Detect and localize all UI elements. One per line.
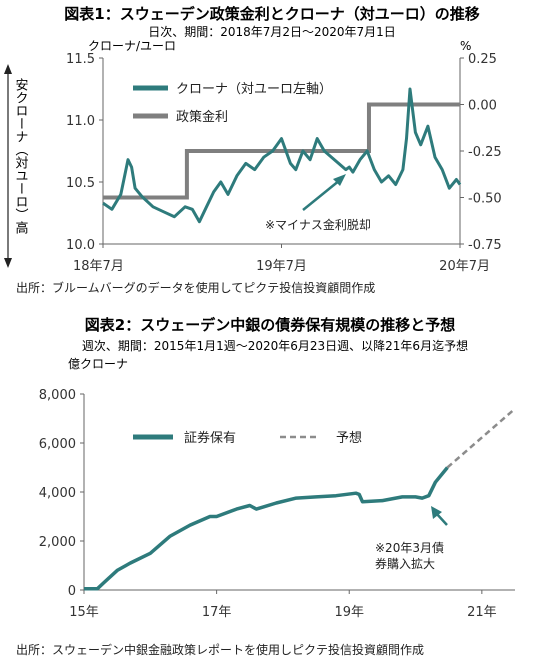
chart2-y-tick-label: 4,000 — [39, 486, 76, 501]
chart1-annotation: ※マイナス金利脱却 — [265, 174, 371, 232]
chart2-x-tick-label: 19年 — [334, 605, 364, 620]
arrow-down-icon — [4, 258, 12, 268]
chart2-x-tick-label: 21年 — [467, 605, 497, 620]
chart1-right-tick-label: 0.00 — [468, 99, 497, 114]
chart1-right-tick-label: -0.75 — [468, 238, 502, 253]
chart2-axes: 0 2,000 4,000 6,000 8,000 15年 17年 19年 21年 — [39, 388, 515, 620]
chart1-left-tick-label: 10.0 — [66, 238, 95, 253]
chart1-x-tick-label: 20年7月 — [439, 259, 490, 274]
chart1-left-tick-label: 11.0 — [66, 114, 95, 129]
chart2-plot — [84, 407, 516, 591]
series-holdings-line — [84, 466, 449, 591]
chart1-x-tick-label: 18年7月 — [73, 259, 124, 274]
chart1-right-tick-label: -0.50 — [468, 192, 502, 207]
arrow-up-icon — [4, 64, 12, 74]
chart1-legend: クローナ（対ユーロ左軸） 政策金利 — [133, 82, 332, 125]
chart1-left-note: 安クローナ（対ユーロ）高 — [4, 64, 28, 268]
chart2-y-axis-label: 億クローナ — [68, 357, 128, 371]
series-krona-line — [102, 87, 462, 224]
chart2-y-tick-label: 6,000 — [39, 437, 76, 452]
series-policy-rate-line — [103, 102, 460, 200]
legend-label-forecast: 予想 — [336, 430, 362, 446]
chart2-legend: 証券保有 予想 — [133, 430, 362, 446]
chart1-annotation-text: ※マイナス金利脱却 — [265, 217, 371, 232]
chart2-source: 出所：スウェーデン中銀金融政策レポートを使用しピクテ投信投資顧問作成 — [16, 642, 424, 657]
chart1-right-axis-label: % — [460, 39, 471, 53]
chart1-left-axis-label: クローナ/ユーロ — [88, 39, 176, 53]
chart1-left-tick-label: 11.5 — [66, 52, 95, 67]
annotation-arrow-line — [302, 179, 341, 211]
chart2-annotation: ※20年3月債 券購入拡大 — [375, 506, 448, 571]
chart1-subtitle: 日次、期間：2018年7月2日～2020年7月1日 — [148, 25, 396, 39]
chart1-axes: 10.0 10.5 11.0 11.5 -0.75 -0.50 -0.25 0.00 0.25 1… — [66, 52, 502, 274]
chart1-title: 図表1：スウェーデン政策金利とクローナ（対ユーロ）の推移 — [64, 5, 479, 23]
chart2-title: 図表2：スウェーデン中銀の債券保有規模の推移と予想 — [85, 316, 455, 334]
legend-label-holdings: 証券保有 — [184, 430, 236, 446]
legend-label-policy-rate: 政策金利 — [176, 109, 228, 125]
chart2-y-tick-label: 8,000 — [39, 388, 76, 403]
chart2-annotation-line2: 券購入拡大 — [375, 556, 435, 571]
chart1-plot — [102, 87, 462, 224]
chart1-right-tick-label: 0.25 — [468, 52, 497, 67]
chart2-y-tick-label: 2,000 — [39, 535, 76, 550]
chart2-x-tick-label: 15年 — [69, 605, 99, 620]
chart1-source: 出所：ブルームバーグのデータを使用してピクテ投信投資顧問作成 — [16, 280, 375, 295]
series-forecast-line — [446, 407, 516, 469]
chart2-x-tick-label: 17年 — [202, 605, 232, 620]
legend-label-krona: クローナ（対ユーロ左軸） — [176, 82, 332, 97]
annotation2-arrow-icon — [431, 506, 442, 519]
annotation-arrow-icon — [333, 174, 346, 186]
chart2-annotation-line1: ※20年3月債 — [375, 540, 444, 555]
chart1-right-tick-label: -0.25 — [468, 145, 502, 160]
chart2-y-tick-label: 0 — [68, 584, 76, 599]
chart1-left-tick-label: 10.5 — [66, 176, 95, 191]
chart2-subtitle: 週次、期間：2015年1月1週～2020年6月23日週、以降21年6月迄予想 — [82, 338, 468, 353]
chart1-note-text: 安クローナ（対ユーロ）高 — [13, 78, 29, 234]
chart1-x-tick-label: 19年7月 — [256, 259, 307, 274]
